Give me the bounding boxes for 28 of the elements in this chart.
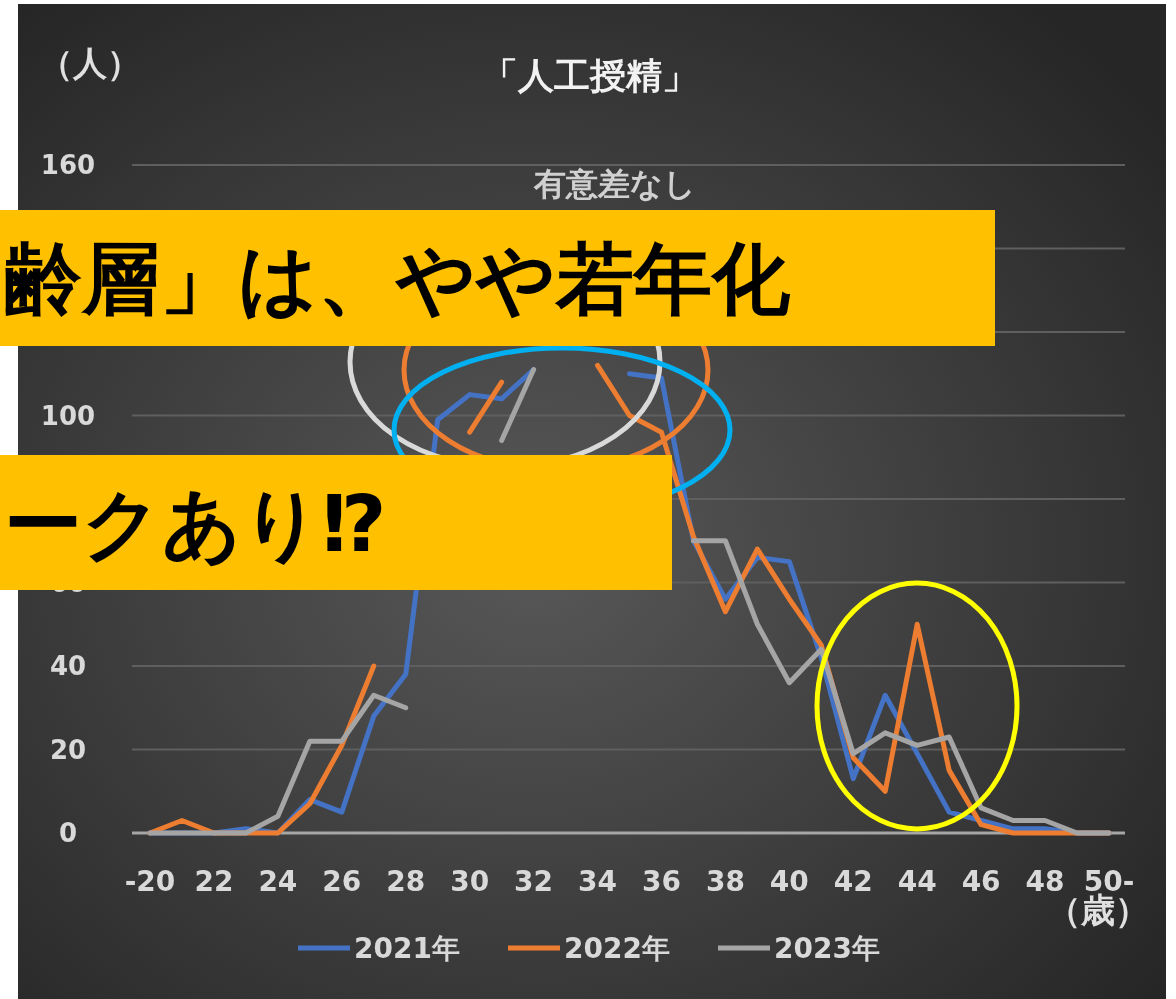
y-tick-label: 100: [40, 400, 96, 431]
y-tick-label: 20: [49, 734, 87, 765]
x-tick-label: 40: [769, 865, 809, 898]
legend-label: 2023年: [774, 932, 880, 965]
x-tick-label: 30: [450, 865, 490, 898]
x-tick-label: 28: [386, 865, 426, 898]
x-tick-label: 44: [897, 865, 937, 898]
chart-subtitle: 有意差なし: [533, 165, 696, 203]
x-tick-label: 26: [322, 865, 362, 898]
x-tick-label: 34: [578, 865, 618, 898]
y-tick-label: 40: [49, 651, 87, 681]
x-tick-label: 48: [1025, 865, 1065, 898]
legend-label: 2021年: [354, 932, 460, 965]
x-tick-label: 38: [705, 865, 745, 898]
y-tick-label: 160: [40, 150, 96, 180]
x-tick-label: -20: [124, 865, 176, 898]
x-tick-label: 24: [258, 865, 298, 898]
x-tick-label: 22: [194, 865, 234, 898]
annotation: 齢層」は、やや若年化: [4, 234, 791, 324]
x-tick-label: 32: [514, 865, 554, 898]
annotation: ークあり⁉: [4, 478, 387, 569]
y-tick-label: 0: [58, 818, 78, 848]
x-tick-label: 42: [833, 865, 873, 898]
legend-label: 2022年: [564, 932, 670, 965]
y-axis-title: （人）: [39, 43, 141, 83]
x-tick-label: 36: [641, 865, 681, 898]
chart-title: 「人工授精」: [482, 55, 698, 96]
x-tick-label: 46: [961, 865, 1001, 898]
